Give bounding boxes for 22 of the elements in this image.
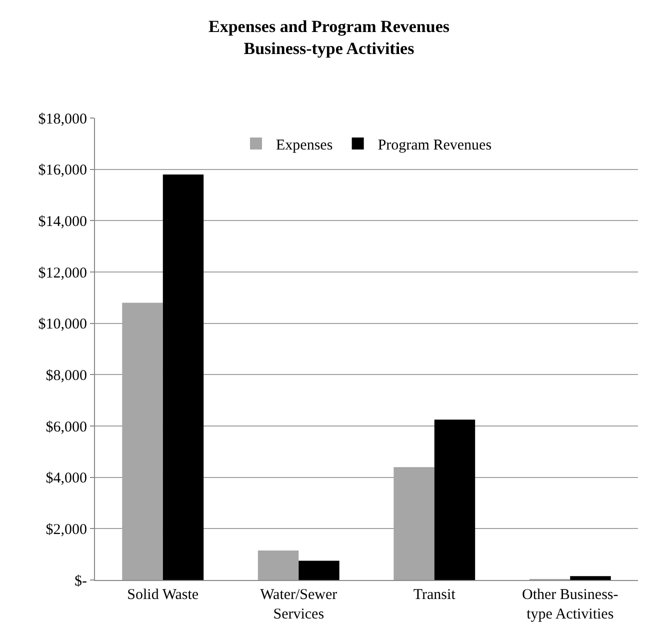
y-tick-label: $18,000 bbox=[38, 111, 87, 128]
x-tick-label: Other Business- type Activities bbox=[522, 587, 618, 622]
bar bbox=[298, 560, 340, 580]
y-tick-label: $6,000 bbox=[46, 419, 87, 436]
y-tick-label: $- bbox=[74, 573, 87, 590]
bar bbox=[434, 420, 476, 580]
y-tick-label: $14,000 bbox=[38, 214, 87, 230]
chart-title: Expenses and Program Revenues Business-type Activities bbox=[208, 17, 450, 58]
y-tick-label: $4,000 bbox=[46, 470, 87, 487]
x-tick-label: Transit bbox=[413, 587, 456, 603]
legend-label: Expenses bbox=[276, 137, 333, 154]
y-tick-label: $2,000 bbox=[46, 522, 87, 538]
bar bbox=[258, 550, 299, 580]
bar bbox=[162, 174, 204, 580]
bar bbox=[570, 576, 611, 580]
x-tick-label: Water/Sewer Services bbox=[260, 587, 338, 622]
y-tick-label: $16,000 bbox=[38, 162, 87, 179]
legend-label: Program Revenues bbox=[378, 137, 492, 154]
x-tick-label: Solid Waste bbox=[127, 587, 199, 603]
y-tick-label: $10,000 bbox=[38, 316, 87, 333]
y-tick-label: $8,000 bbox=[46, 368, 87, 384]
y-tick-label: $12,000 bbox=[38, 265, 87, 282]
